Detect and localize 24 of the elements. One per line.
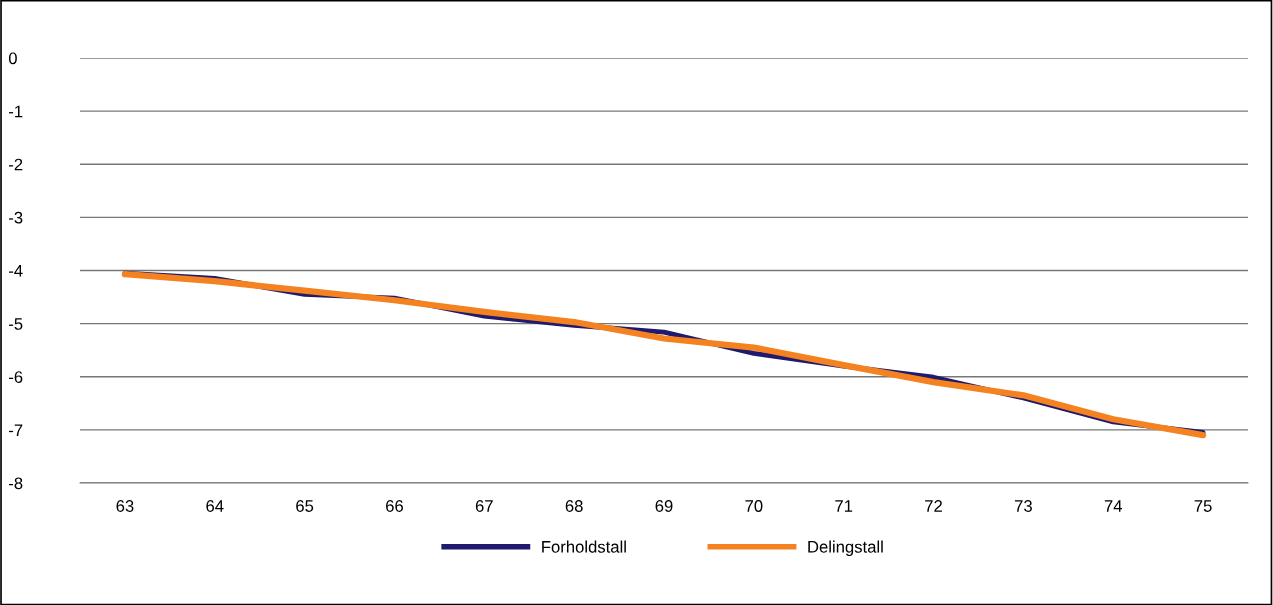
legend-label: Forholdstall [542, 540, 626, 553]
x-tick-label: 66 [386, 500, 403, 512]
x-tick-label: 73 [1014, 500, 1032, 512]
x-tick-label: 71 [835, 500, 853, 512]
x-tick-label: 75 [1194, 500, 1212, 512]
y-tick-label: 0 [8, 52, 17, 65]
y-tick-label: -4 [9, 265, 23, 277]
y-tick-label: -1 [9, 105, 23, 118]
x-tick-label: 67 [475, 500, 493, 512]
x-tick-label: 65 [296, 500, 314, 512]
x-tick-label: 74 [1104, 500, 1123, 512]
y-tick-label: -8 [9, 477, 23, 490]
x-tick-label: 63 [116, 500, 134, 512]
y-tick-label: -3 [9, 211, 23, 224]
legend-label: Delingstall [808, 540, 883, 557]
x-tick-label: 69 [655, 500, 673, 512]
x-tick-label: 70 [745, 500, 763, 512]
x-tick-label: 64 [206, 500, 224, 512]
y-tick-label: -5 [9, 318, 23, 330]
y-tick-label: -6 [9, 371, 23, 383]
y-tick-label: -7 [9, 424, 23, 436]
y-tick-label: -2 [9, 158, 23, 171]
x-tick-label: 72 [925, 500, 942, 512]
x-tick-label: 68 [565, 500, 583, 512]
